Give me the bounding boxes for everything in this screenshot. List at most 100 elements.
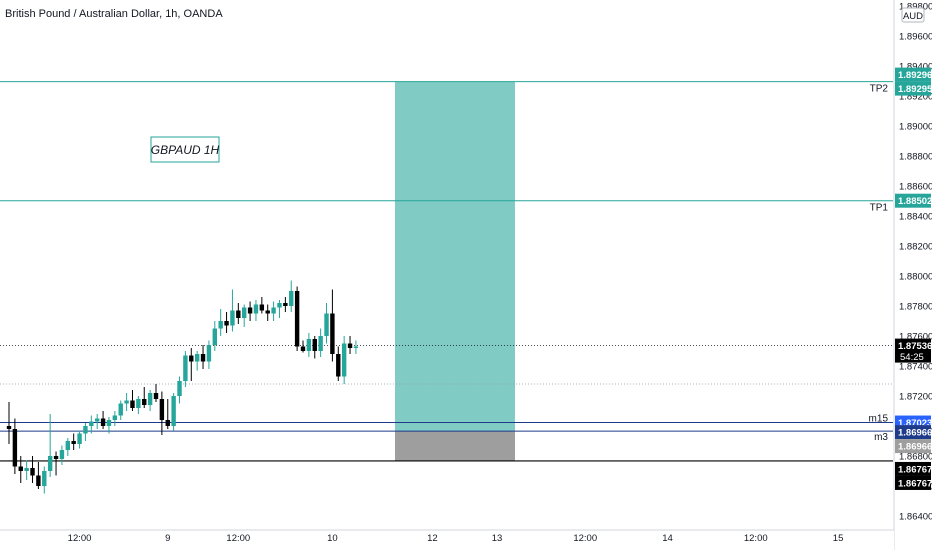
time-tick-label: 13 bbox=[492, 533, 503, 544]
price-tick-label: 1.86800 bbox=[899, 452, 932, 463]
candle bbox=[100, 411, 106, 429]
candle-body bbox=[236, 310, 241, 318]
candle bbox=[324, 303, 329, 344]
m3-price-tag-text: 1.86966 bbox=[898, 428, 932, 439]
price-tick-label: 1.87400 bbox=[899, 362, 932, 373]
candle-body bbox=[277, 303, 282, 308]
price-tick-label: 1.87200 bbox=[899, 392, 932, 403]
candle bbox=[112, 411, 118, 426]
candle-body bbox=[18, 466, 23, 471]
candle-body bbox=[142, 399, 147, 405]
candle-body bbox=[347, 343, 353, 348]
candle-body bbox=[130, 400, 135, 408]
candle bbox=[247, 301, 253, 321]
price-tick-label: 1.87600 bbox=[899, 332, 932, 343]
candle-body bbox=[283, 303, 288, 306]
candle-body bbox=[12, 429, 18, 467]
candle-body bbox=[30, 468, 35, 476]
candle bbox=[89, 415, 94, 434]
stop-price-tag-text: 1.86767 bbox=[898, 464, 932, 475]
stop-price-tag-2 bbox=[895, 475, 931, 490]
candle bbox=[194, 351, 200, 371]
time-tick-label: 12:00 bbox=[744, 533, 768, 544]
candle bbox=[42, 466, 47, 494]
candle bbox=[347, 336, 353, 354]
level-name: TP2 bbox=[870, 84, 889, 95]
candle bbox=[259, 297, 265, 314]
candle bbox=[53, 451, 59, 476]
price-tick-label: 1.88800 bbox=[899, 152, 932, 163]
tp2-price-tag bbox=[895, 67, 931, 82]
candle bbox=[300, 340, 306, 353]
candle-body bbox=[224, 321, 229, 326]
chart-title: British Pound / Australian Dollar, 1h, O… bbox=[5, 8, 223, 20]
time-tick-label: 14 bbox=[662, 533, 673, 544]
candle-body bbox=[212, 328, 217, 345]
time-tick-label: 12:00 bbox=[573, 533, 597, 544]
current-price-tag bbox=[895, 338, 931, 363]
candle bbox=[265, 304, 270, 321]
time-tick-label: 12 bbox=[427, 533, 438, 544]
time-tick-label: 15 bbox=[833, 533, 844, 544]
candle bbox=[289, 280, 294, 312]
candle-body bbox=[247, 307, 253, 314]
candle-body bbox=[194, 354, 200, 362]
time-tick-label: 10 bbox=[327, 533, 338, 544]
candle-body bbox=[83, 426, 88, 434]
tp2-price-tag-text: 1.89296 bbox=[898, 70, 932, 81]
price-tick-label: 1.87800 bbox=[899, 302, 932, 313]
candle-body bbox=[71, 441, 76, 444]
candle bbox=[24, 460, 29, 480]
candle bbox=[341, 336, 347, 384]
candle bbox=[218, 309, 223, 336]
candle bbox=[236, 303, 241, 324]
tp1-price-tag-text: 1.88502 bbox=[898, 196, 932, 207]
price-tick-label: 1.89000 bbox=[899, 122, 932, 133]
candle bbox=[65, 438, 70, 456]
candle-body bbox=[294, 291, 300, 347]
level-name: m15 bbox=[869, 414, 889, 425]
candle-body bbox=[271, 307, 276, 314]
candle bbox=[212, 321, 217, 351]
candle-body bbox=[330, 313, 335, 354]
price-tick-label: 1.89400 bbox=[899, 62, 932, 73]
plot-area: TP2 TP1 m15 m3 GBPAUD 1H bbox=[0, 81, 893, 494]
candle-body bbox=[177, 381, 182, 396]
candle-body bbox=[6, 426, 12, 429]
candle-body bbox=[218, 321, 223, 329]
tp1-price-tag bbox=[895, 193, 931, 208]
price-tick-label: 1.88000 bbox=[899, 272, 932, 283]
candle-body bbox=[165, 420, 170, 426]
candle-body bbox=[47, 456, 53, 471]
candle bbox=[318, 328, 323, 357]
candle-body bbox=[124, 400, 129, 404]
tp2-price-tag-2 bbox=[895, 81, 931, 96]
candle bbox=[159, 391, 165, 435]
candle-body bbox=[159, 399, 165, 420]
candle bbox=[59, 445, 65, 465]
candle-body bbox=[147, 393, 153, 405]
candle bbox=[277, 300, 282, 318]
annotation-text: GBPAUD 1H bbox=[151, 143, 220, 157]
candle bbox=[147, 390, 153, 411]
candle bbox=[224, 312, 229, 333]
candle bbox=[106, 417, 112, 434]
candle bbox=[130, 390, 135, 411]
candle-body bbox=[230, 310, 235, 326]
candle bbox=[183, 351, 188, 387]
candle-body bbox=[24, 468, 29, 471]
candle-body bbox=[312, 339, 317, 351]
candle-body bbox=[324, 313, 329, 336]
level-name: m3 bbox=[874, 432, 888, 443]
candle-body bbox=[112, 415, 118, 420]
candle bbox=[77, 430, 82, 449]
target-zone bbox=[395, 81, 515, 432]
stop-price-tag bbox=[895, 461, 931, 476]
candle-body bbox=[242, 307, 247, 318]
candle-body bbox=[253, 304, 259, 314]
m15-price-tag-text: 1.87023 bbox=[898, 418, 932, 429]
annotation-frame bbox=[150, 136, 220, 163]
price-tick-label: 1.89800 bbox=[899, 2, 932, 13]
